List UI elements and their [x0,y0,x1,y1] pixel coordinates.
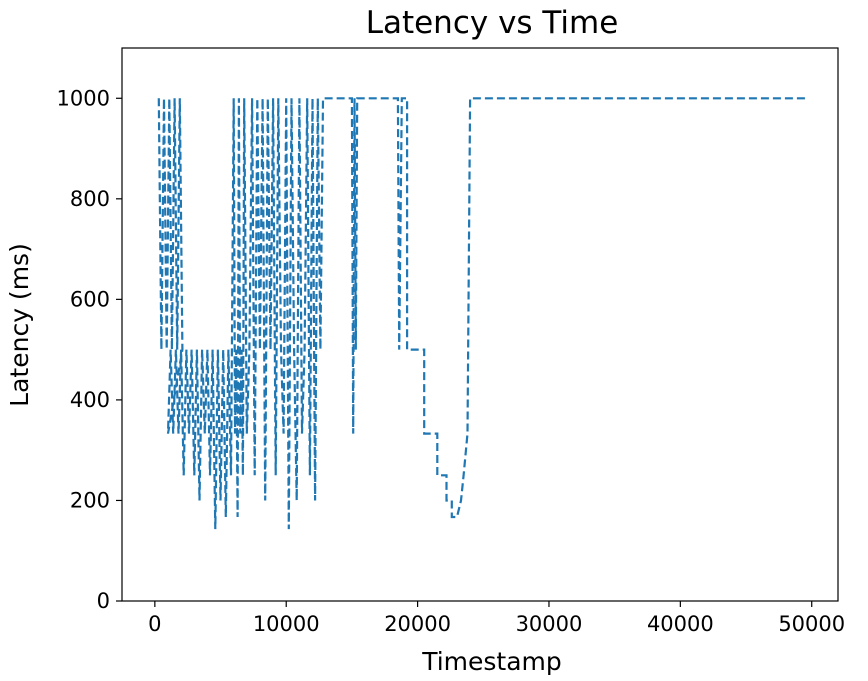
y-tick-label: 600 [70,287,110,311]
x-tick-label: 20000 [384,612,451,636]
y-axis-title: Latency (ms) [5,243,34,407]
y-tick-label: 0 [97,589,110,613]
x-tick-label: 50000 [778,612,845,636]
x-tick-label: 30000 [516,612,583,636]
y-tick-label: 400 [70,388,110,412]
x-axis-title: Timestamp [421,647,562,676]
series-line-0 [157,97,806,530]
plot-frame [121,47,839,602]
x-tick-label: 40000 [647,612,714,636]
y-tick-label: 800 [70,187,110,211]
axis-ticks: 0 10000 20000 30000 40000 50000 0 200 400 600 800 1… [57,86,846,636]
y-tick-label: 200 [70,488,110,512]
chart-title: Latency vs Time [366,5,619,41]
y-tick-label: 1000 [57,86,110,110]
plot-area [121,47,839,602]
x-tick-label: 10000 [253,612,320,636]
x-tick-label: 0 [148,612,161,636]
